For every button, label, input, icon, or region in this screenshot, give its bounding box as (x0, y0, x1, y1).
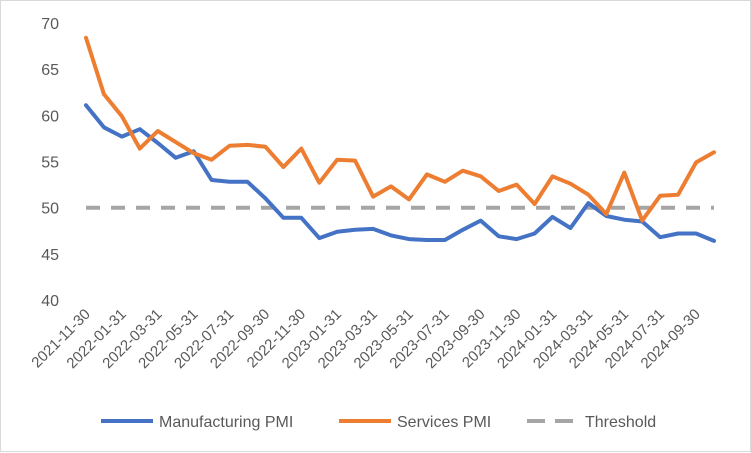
series-line-services-pmi (84, 35, 716, 223)
legend-label: Services PMI (397, 414, 491, 431)
legend-label: Threshold (585, 414, 656, 431)
y-tick-label: 70 (41, 16, 59, 33)
y-axis: 40 45 50 55 60 65 70 (41, 16, 59, 310)
legend: Manufacturing PMI Services PMI Threshold (101, 414, 656, 431)
legend-label: Manufacturing PMI (159, 414, 293, 431)
x-axis: 2021-11-302022-01-312022-03-312022-05-31… (28, 306, 704, 372)
y-tick-label: 55 (41, 155, 59, 172)
y-tick-label: 50 (41, 201, 59, 218)
series-line-manufacturing-pmi (84, 103, 716, 243)
y-tick-label: 45 (41, 247, 59, 264)
y-tick-label: 60 (41, 108, 59, 125)
plot-area (84, 35, 716, 243)
y-tick-label: 40 (41, 293, 59, 310)
y-tick-label: 65 (41, 62, 59, 79)
